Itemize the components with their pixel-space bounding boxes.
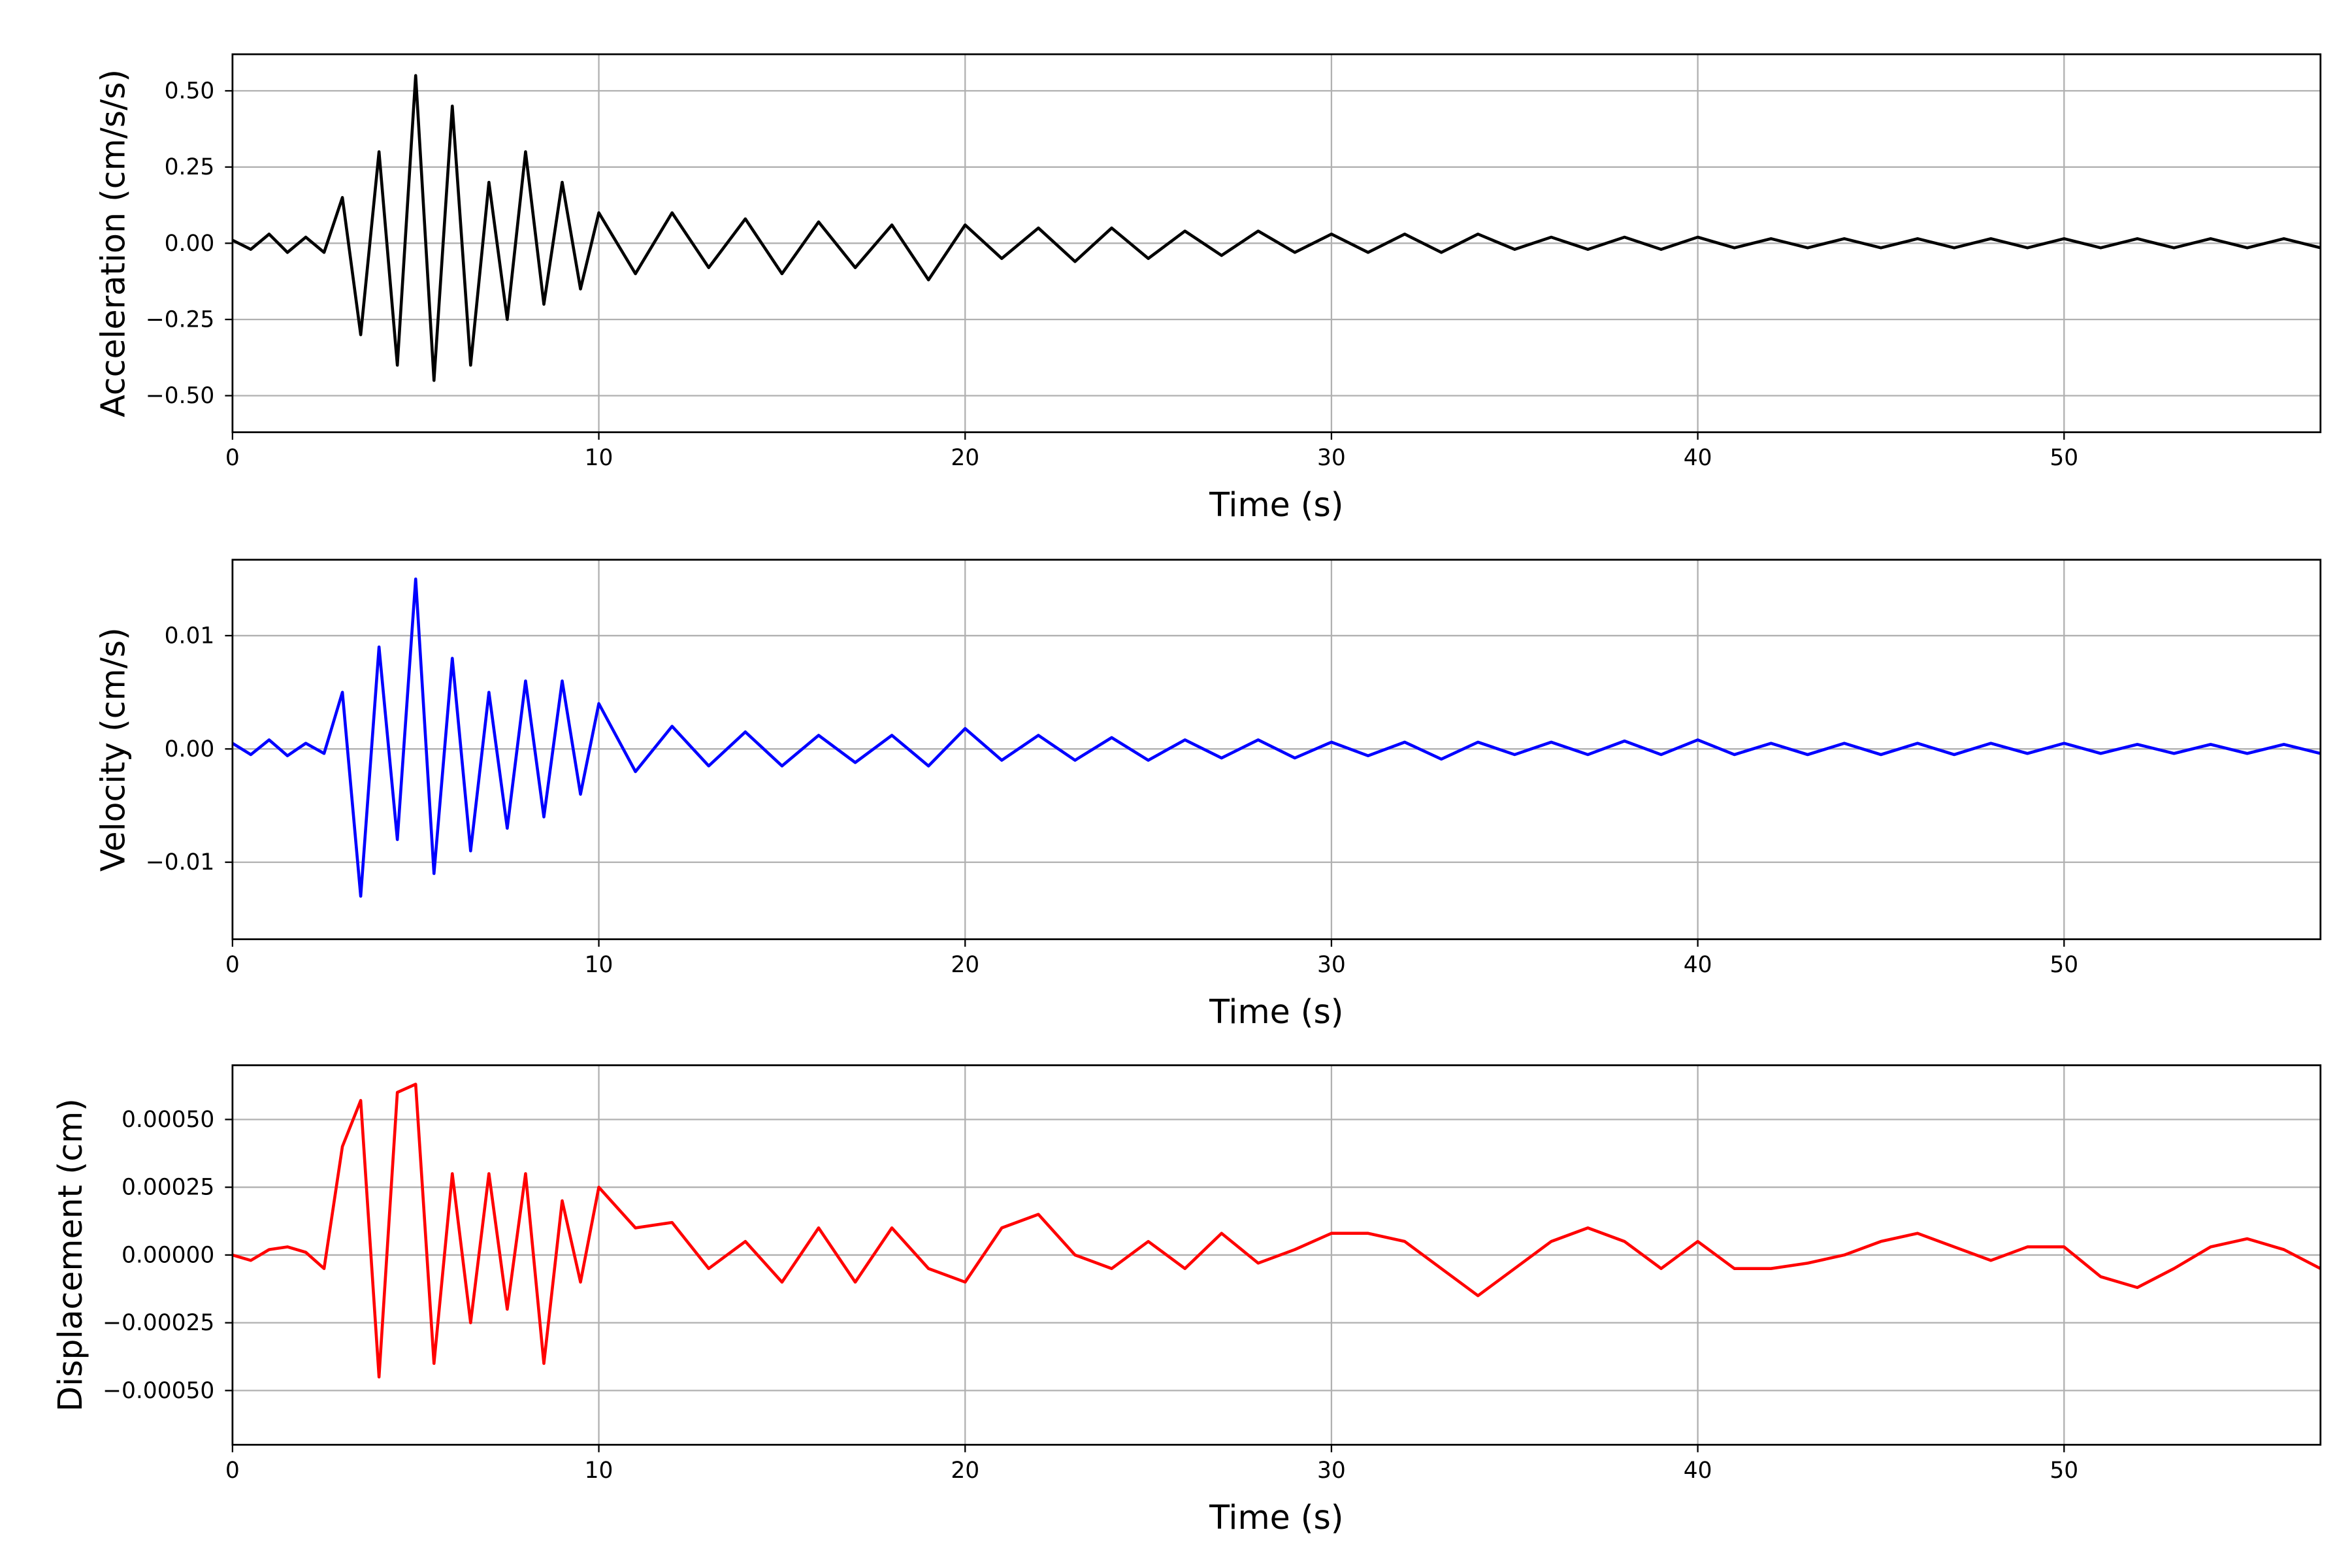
y-tick-label: 0.00025 <box>122 1175 214 1201</box>
x-tick-label: 20 <box>951 1458 979 1484</box>
y-axis-label: Displacement (cm) <box>51 1098 90 1412</box>
subplot: 0 10 20 30 40 50 −0.50 −0.25 0.00 0.25 0.50 Time (s… <box>94 53 2322 524</box>
y-tick-label: −0.01 <box>146 849 214 875</box>
x-tick-label: 10 <box>585 445 613 471</box>
x-tick-label: 30 <box>1317 1458 1346 1484</box>
subplot: 0 10 20 30 40 50 −0.00050 −0.00025 0.00000 0.0002… <box>51 1064 2322 1537</box>
x-tick-label: 30 <box>1317 952 1346 978</box>
y-tick-label: 0.00050 <box>122 1107 214 1133</box>
x-tick-label: 40 <box>1684 952 1712 978</box>
data-line <box>232 74 2321 382</box>
x-tick-label: 20 <box>951 952 979 978</box>
data-line <box>232 577 2321 898</box>
x-tick-label: 0 <box>225 952 240 978</box>
subplot: 0 10 20 30 40 50 −0.01 0.00 0.01 Time (s) Velocity… <box>94 559 2322 1031</box>
y-tick-label: −0.25 <box>146 306 214 333</box>
axes-frame <box>231 1064 2322 1446</box>
x-tick-label: 10 <box>585 1458 613 1484</box>
x-tick-label: 50 <box>2050 445 2078 471</box>
x-tick-label: 40 <box>1684 445 1712 471</box>
data-line <box>232 1083 2321 1379</box>
y-tick-label: 0.01 <box>165 623 215 649</box>
plot-area <box>232 1083 2321 1379</box>
y-axis-label: Velocity (cm/s) <box>94 627 133 872</box>
x-tick-label: 30 <box>1317 445 1346 471</box>
x-axis-label: Time (s) <box>1209 1498 1343 1537</box>
x-axis-label: Time (s) <box>1209 992 1343 1031</box>
y-tick-label: 0.25 <box>165 154 215 180</box>
x-axis-label: Time (s) <box>1209 485 1343 524</box>
axes-frame <box>231 53 2322 433</box>
y-tick-label: −0.50 <box>146 383 214 409</box>
y-tick-label: 0.00 <box>165 736 215 762</box>
x-tick-label: 40 <box>1684 1458 1712 1484</box>
x-tick-label: 50 <box>2050 952 2078 978</box>
x-tick-label: 20 <box>951 445 979 471</box>
x-tick-label: 0 <box>225 1458 240 1484</box>
y-tick-label: 0.00000 <box>122 1242 214 1268</box>
axes-frame <box>231 559 2322 941</box>
x-tick-label: 0 <box>225 445 240 471</box>
plot-area <box>232 74 2321 382</box>
y-tick-label: −0.00050 <box>103 1378 214 1404</box>
y-axis-label: Acceleration (cm/s/s) <box>94 69 133 417</box>
y-tick-label: 0.50 <box>165 78 215 105</box>
x-tick-label: 50 <box>2050 1458 2078 1484</box>
plot-area <box>232 577 2321 898</box>
y-tick-label: 0.00 <box>165 231 215 257</box>
y-tick-label: −0.00025 <box>103 1310 214 1336</box>
x-tick-label: 10 <box>585 952 613 978</box>
